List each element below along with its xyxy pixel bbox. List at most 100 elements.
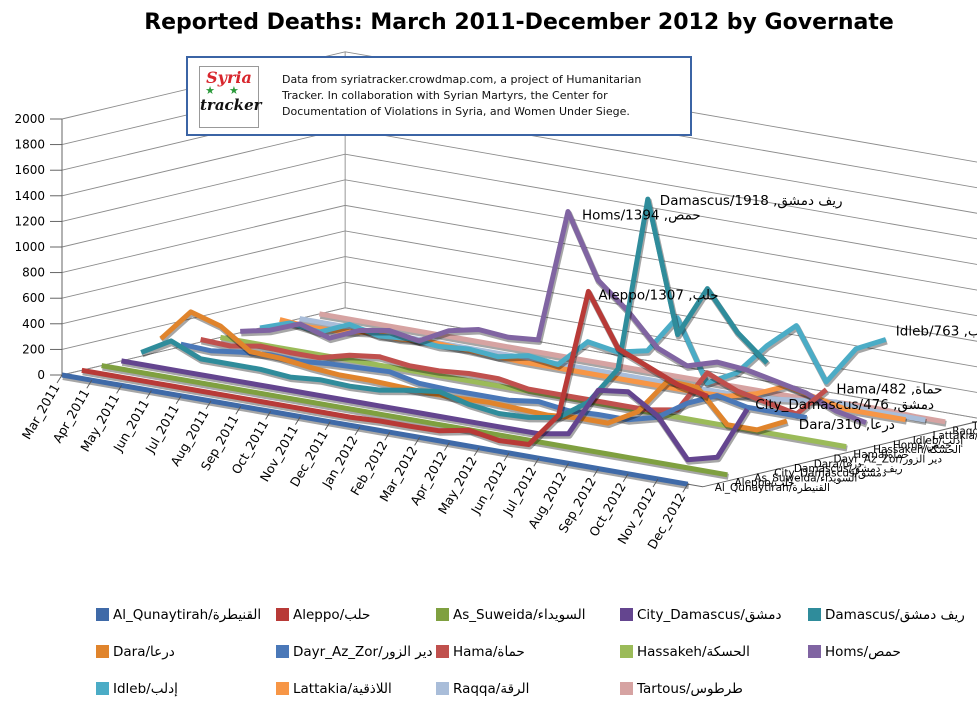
legend-item: Aleppo/حلب — [276, 607, 370, 623]
logo-stars-icon: ★★ — [205, 85, 253, 97]
legend-label: Al_Qunaytirah/القنيطرة — [113, 607, 262, 623]
legend-label: City_Damascus/دمشق — [637, 607, 782, 623]
depth-tick-label: Homs/حمص — [893, 440, 952, 452]
y-tick-label: 1800 — [14, 138, 45, 152]
data-annotation: Dara/310 ,درعا — [799, 417, 895, 433]
legend-label: Dara/درعا — [113, 644, 175, 660]
depth-tick-label: Damascus/ريف دمشق — [794, 463, 903, 475]
legend-swatch — [96, 645, 109, 658]
legend-item: Al_Qunaytirah/القنيطرة — [96, 607, 261, 623]
legend-swatch — [808, 645, 821, 658]
syria-tracker-logo: Syria ★★ tracker — [199, 66, 262, 128]
depth-tick-label: Al_Qunaytirah/القنيطرة — [715, 482, 830, 494]
x-tick-mark — [265, 411, 271, 420]
depth-tick-label: City_Damascus/دمشق — [774, 468, 887, 480]
legend-swatch — [620, 608, 633, 621]
y-tick-label: 400 — [22, 317, 45, 331]
x-tick-mark — [473, 447, 480, 457]
depth-tick-label: Dara/درعا — [814, 458, 862, 470]
x-tick-mark — [384, 431, 391, 441]
legend-item: Lattakia/اللاذقية — [276, 681, 392, 697]
x-tick-mark — [593, 468, 599, 477]
data-annotation: City_Damascus/476 ,دمشق — [755, 397, 934, 413]
legend-item: As_Suweida/السويداء — [436, 607, 585, 623]
legend-label: Hama/حماة — [453, 644, 525, 660]
legend-item: Hama/حماة — [436, 644, 525, 660]
source-note-box: Syria ★★ tracker Data from syriatracker.… — [186, 56, 692, 136]
legend-swatch — [96, 682, 109, 695]
legend-item: Hassakeh/الحسكة — [620, 644, 750, 660]
x-tick-mark — [414, 437, 420, 446]
depth-tick-label: Hama/حماة — [853, 449, 909, 461]
legend-item: Idleb/إدلب — [96, 681, 178, 697]
data-annotation: Idleb/763 ,إدلب — [896, 324, 977, 340]
y-tick-label: 2000 — [14, 112, 45, 126]
legend-label: Damascus/ريف دمشق — [825, 607, 965, 623]
x-tick-mark — [652, 478, 659, 488]
legend-swatch — [436, 682, 449, 695]
legend-swatch — [276, 608, 289, 621]
x-tick-mark — [56, 374, 63, 384]
data-annotation: Homs/1394 ,حمص — [582, 207, 701, 223]
legend-swatch — [276, 645, 289, 658]
depth-tick-label: As_Suweida/السويداء — [754, 472, 857, 484]
x-tick-mark — [295, 416, 301, 425]
legend-label: Lattakia/اللاذقية — [293, 681, 392, 697]
data-annotation: Hama/482 ,حماة — [836, 382, 942, 398]
legend-label: Idleb/إدلب — [113, 681, 178, 697]
x-tick-mark — [533, 457, 540, 467]
legend-item: Tartous/طرطوس — [620, 681, 743, 697]
y-tick-label: 800 — [22, 266, 45, 280]
y-tick-label: 1200 — [14, 214, 45, 228]
legend-swatch — [808, 608, 821, 621]
logo-text-top: Syria — [206, 68, 252, 87]
x-tick-mark — [444, 442, 450, 451]
depth-tick-label: Hassakeh/الحسكة — [873, 444, 961, 456]
chart-series-layer — [61, 196, 947, 490]
data-annotation: Aleppo/1307 ,حلب — [598, 287, 718, 303]
legend-swatch — [96, 608, 109, 621]
x-tick-mark — [146, 390, 152, 399]
legend-label: Dayr_Az_Zor/دير الزور — [293, 644, 433, 660]
series-line — [101, 363, 728, 478]
y-tick-label: 1400 — [14, 189, 45, 203]
legend-item: Dayr_Az_Zor/دير الزور — [276, 644, 433, 660]
x-tick-mark — [116, 385, 122, 394]
x-tick-mark — [563, 463, 569, 472]
legend-label: Aleppo/حلب — [293, 607, 371, 623]
legend-label: As_Suweida/السويداء — [453, 607, 586, 623]
y-tick-label: 0 — [37, 368, 45, 382]
legend-label: Hassakeh/الحسكة — [637, 644, 750, 660]
depth-tick-label: Dayr_Az_Zor/دير الزور — [834, 454, 943, 466]
x-tick-mark — [205, 400, 212, 410]
series-line — [120, 358, 750, 463]
legend-swatch — [276, 682, 289, 695]
series-line — [240, 209, 867, 426]
legend-swatch — [620, 645, 633, 658]
depth-tick-label: Idleb/إدلب — [913, 435, 964, 447]
source-note-text: Data from syriatracker.crowdmap.com, a p… — [282, 73, 642, 118]
depth-tick-label: Aleppo/حلب — [735, 477, 795, 489]
logo-text-bottom: tracker — [200, 96, 262, 114]
x-tick-mark — [682, 483, 689, 493]
x-tick-mark — [324, 421, 331, 431]
y-tick-label: 1600 — [14, 163, 45, 177]
legend-item: Homs/حمص — [808, 644, 901, 660]
depth-tick-label: Raqqa/الرقة — [952, 425, 977, 437]
x-tick-mark — [354, 426, 361, 436]
legend-swatch — [620, 682, 633, 695]
x-tick-mark — [622, 473, 629, 483]
x-tick-mark — [86, 379, 93, 389]
chart-title: Reported Deaths: March 2011-December 201… — [144, 10, 894, 35]
data-annotation: Damascus/1918 ,ريف دمشق — [660, 193, 843, 209]
y-tick-label: 1000 — [14, 240, 45, 254]
series-line — [61, 372, 689, 487]
legend-swatch — [436, 608, 449, 621]
legend-item: City_Damascus/دمشق — [620, 607, 781, 623]
series-line — [81, 288, 709, 447]
legend-item: Raqqa/الرقة — [436, 681, 529, 697]
x-tick-mark — [235, 405, 242, 415]
series-line — [200, 337, 828, 417]
legend-item: Dara/درعا — [96, 644, 175, 660]
